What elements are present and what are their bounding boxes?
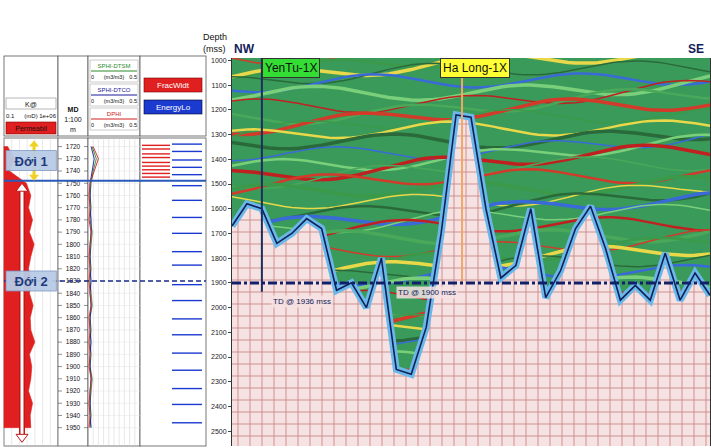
svg-text:1910: 1910 [66,375,81,382]
svg-text:1740: 1740 [66,167,81,174]
svg-text:1900: 1900 [211,279,227,286]
svg-text:2100: 2100 [211,329,227,336]
svg-text:YenTu-1X: YenTu-1X [265,61,317,75]
svg-text:1940: 1940 [66,412,81,419]
svg-text:NW: NW [234,42,255,56]
svg-text:1730: 1730 [66,155,81,162]
svg-text:1100: 1100 [212,82,227,89]
svg-text:1600: 1600 [211,205,227,212]
svg-text:1760: 1760 [66,192,81,199]
svg-text:(m3/m3): (m3/m3) [104,74,125,80]
svg-text:TD @ 1900 mss: TD @ 1900 mss [398,288,456,297]
svg-text:1300: 1300 [211,131,227,138]
svg-text:1780: 1780 [66,216,81,223]
svg-text:1e+06: 1e+06 [39,113,57,119]
svg-text:1790: 1790 [66,228,81,235]
svg-text:(m3/m3): (m3/m3) [104,122,125,128]
svg-text:1860: 1860 [66,314,81,321]
svg-text:Đới 2: Đới 2 [15,274,48,289]
svg-text:(m3/m3): (m3/m3) [104,98,125,104]
svg-text:1880: 1880 [66,338,81,345]
svg-text:1810: 1810 [66,253,81,260]
svg-text:FracWidt: FracWidt [157,81,190,90]
svg-text:1820: 1820 [66,265,81,272]
svg-text:0: 0 [91,74,94,80]
svg-text:1900: 1900 [66,363,81,370]
svg-text:1500: 1500 [211,180,227,187]
svg-text:Ha Long-1X: Ha Long-1X [443,61,507,75]
svg-text:1890: 1890 [66,351,81,358]
svg-text:0: 0 [91,122,94,128]
svg-text:EnergyLo: EnergyLo [156,103,191,112]
svg-text:(mD): (mD) [24,113,37,119]
svg-text:1800: 1800 [66,241,81,248]
svg-text:SPHI-DTSM: SPHI-DTSM [98,63,131,69]
svg-text:1850: 1850 [66,302,81,309]
svg-text:1750: 1750 [65,179,81,187]
svg-text:2500: 2500 [211,428,227,435]
svg-text:m: m [70,126,76,133]
svg-text:K@: K@ [25,101,37,108]
svg-text:0.1: 0.1 [6,113,15,119]
svg-text:1770: 1770 [66,204,81,211]
svg-text:MD: MD [68,106,79,113]
svg-text:1:100: 1:100 [64,116,82,123]
svg-text:2000: 2000 [211,304,227,311]
svg-text:2400: 2400 [211,403,227,410]
svg-text:TD @ 1936 mss: TD @ 1936 mss [273,297,331,306]
svg-text:1800: 1800 [211,255,227,262]
svg-text:1000: 1000 [211,57,227,64]
svg-text:SPHI-DTCO: SPHI-DTCO [98,87,131,93]
svg-text:SE: SE [688,42,704,56]
svg-text:1930: 1930 [66,400,81,407]
svg-text:1950: 1950 [66,424,81,431]
svg-text:1400: 1400 [211,156,227,163]
svg-text:1840: 1840 [66,290,81,297]
svg-text:1870: 1870 [66,326,81,333]
svg-text:0.5: 0.5 [129,122,137,128]
svg-text:DPHI: DPHI [107,111,122,117]
svg-text:Depth(mss): Depth(mss) [203,32,227,54]
svg-text:1830: 1830 [65,277,81,285]
svg-text:2200: 2200 [211,353,227,360]
svg-text:1200: 1200 [211,106,227,113]
svg-text:Permeabil: Permeabil [15,125,47,132]
svg-text:1720: 1720 [66,143,81,150]
svg-text:0.5: 0.5 [129,98,137,104]
svg-text:0: 0 [91,98,94,104]
svg-text:0.5: 0.5 [129,74,137,80]
svg-text:1920: 1920 [66,387,81,394]
svg-text:Đới 1: Đới 1 [15,154,48,169]
svg-text:1700: 1700 [211,230,227,237]
svg-text:2300: 2300 [211,378,227,385]
